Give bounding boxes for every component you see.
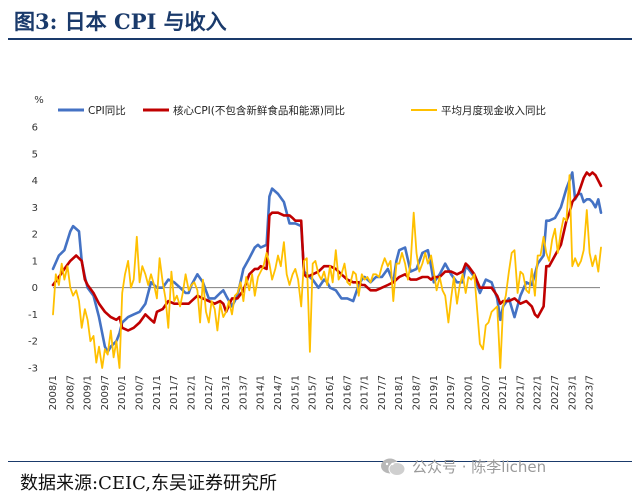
x-tick-label: 2012/7 [204, 375, 215, 410]
x-tick-label: 2008/7 [65, 375, 76, 410]
y-tick-label: -1 [28, 310, 38, 321]
x-tick-label: 2019/1 [429, 375, 440, 410]
legend: CPI同比 核心CPI(不包含新鲜食品和能源)同比 平均月度现金收入同比 [58, 104, 546, 117]
y-tick-label: -2 [28, 337, 38, 348]
x-tick-label: 2019/7 [446, 375, 457, 410]
watermark: 公众号 · 陈李lichen [380, 456, 546, 477]
series-lines [51, 171, 603, 369]
x-tick-label: 2022/7 [550, 375, 561, 410]
y-tick-label: 6 [32, 123, 38, 134]
header-rule [8, 38, 632, 40]
x-tick-label: 2011/1 [152, 375, 163, 410]
x-tick-label: 2011/7 [169, 375, 180, 410]
x-tick-label: 2010/7 [135, 375, 146, 410]
line-chart: % -3 -2 -1 0 1 2 3 4 5 6 2008/1 2008/7 2009/1 2009/7 20… [28, 95, 603, 410]
y-tick-label: -3 [28, 364, 38, 375]
x-tick-label: 2020/1 [463, 375, 474, 410]
x-tick-label: 2021/1 [498, 375, 509, 410]
x-tick-label: 2020/7 [481, 375, 492, 410]
x-tick-label: 2009/7 [100, 375, 111, 410]
x-tick-label: 2017/1 [360, 375, 371, 410]
x-tick-label: 2010/1 [117, 375, 128, 410]
x-tick-label: 2013/7 [238, 375, 249, 410]
y-tick-label: 4 [32, 176, 38, 187]
y-tick-label: 1 [32, 256, 38, 267]
series-line-1 [51, 171, 603, 354]
y-tick-label: 5 [32, 149, 38, 160]
x-tick-label: 2023/7 [585, 375, 596, 410]
x-tick-label: 2014/1 [256, 375, 267, 410]
x-tick-label: 2014/7 [273, 375, 284, 410]
y-tick-label: 0 [32, 283, 38, 294]
x-tick-label: 2018/7 [412, 375, 423, 410]
y-tick-label: 3 [32, 203, 38, 214]
y-tick-label: 2 [32, 230, 38, 241]
watermark-text: 公众号 · 陈李lichen [412, 458, 547, 476]
x-tick-label: 2016/1 [325, 375, 336, 410]
x-tick-label: 2015/7 [308, 375, 319, 410]
x-tick-label: 2023/1 [567, 375, 578, 410]
x-tick-label: 2022/1 [533, 375, 544, 410]
x-tick-label: 2015/1 [290, 375, 301, 410]
figure-header: 图3: 日本 CPI 与收入 [0, 0, 640, 44]
footer-rule [8, 461, 632, 462]
x-tick-label: 2008/1 [48, 375, 59, 410]
series-line-2 [51, 171, 603, 332]
x-tick-label: 2021/7 [515, 375, 526, 410]
axes: % -3 -2 -1 0 1 2 3 4 5 6 2008/1 2008/7 2009/1 2009/7 20… [28, 95, 600, 410]
x-tick-label: 2009/1 [83, 375, 94, 410]
legend-label: CPI同比 [88, 104, 126, 117]
legend-label: 平均月度现金收入同比 [441, 104, 546, 117]
x-tick-label: 2012/1 [186, 375, 197, 410]
data-source: 数据来源:CEIC,东吴证券研究所 [20, 473, 277, 494]
y-axis-unit: % [34, 95, 44, 106]
figure-title: 图3: 日本 CPI 与收入 [14, 9, 227, 34]
series-line-3 [52, 174, 602, 369]
x-tick-label: 2017/7 [377, 375, 388, 410]
x-tick-label: 2013/1 [221, 375, 232, 410]
wechat-icon [381, 458, 406, 476]
legend-label: 核心CPI(不包含新鲜食品和能源)同比 [173, 104, 345, 117]
x-tick-label: 2016/7 [342, 375, 353, 410]
x-tick-label: 2018/1 [394, 375, 405, 410]
